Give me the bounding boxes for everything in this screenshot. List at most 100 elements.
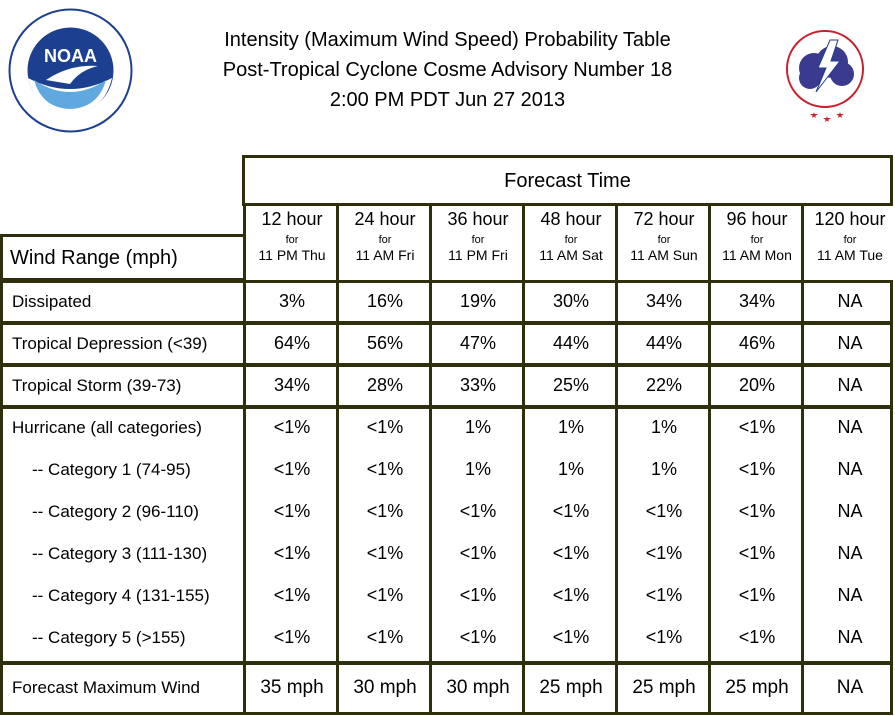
- row-label: Forecast Maximum Wind: [12, 678, 200, 697]
- table-cell: 1%: [557, 459, 584, 479]
- table-cell: NA: [837, 459, 863, 479]
- table-cell: 46%: [738, 333, 776, 353]
- table-cell: NA: [837, 417, 863, 437]
- table-cell: NA: [836, 677, 864, 698]
- title-line-1: Intensity (Maximum Wind Speed) Probabili…: [224, 29, 671, 51]
- row-label: -- Category 3 (111-130): [32, 544, 208, 563]
- table-cell: <1%: [552, 543, 590, 563]
- column-hours: 48 hour: [540, 209, 602, 229]
- table-cell: <1%: [738, 459, 776, 479]
- noaa-logo: NOAA: [8, 8, 133, 133]
- table-cell: <1%: [459, 543, 497, 563]
- table-cell: 3%: [278, 291, 305, 311]
- table-cell: <1%: [738, 417, 776, 437]
- column-for: for: [378, 234, 392, 246]
- table-cell: 30 mph: [446, 677, 510, 698]
- table-row: -- Category 1 (74-95) <1% <1% 1% 1% 1% <1% NA: [0, 450, 893, 492]
- table-cell: 44%: [645, 333, 683, 353]
- column-divider: [243, 205, 246, 714]
- table-cell: <1%: [738, 501, 776, 521]
- row-label: -- Category 5 (>155): [32, 628, 186, 647]
- column-for: for: [657, 234, 671, 246]
- column-for: for: [285, 234, 299, 246]
- nws-logo: [762, 6, 888, 132]
- column-header: 48 hour for 11 AM Sat: [525, 205, 617, 281]
- table-cell: 30%: [552, 291, 590, 311]
- table-cell: 1%: [464, 417, 491, 437]
- table-cell: <1%: [366, 585, 404, 605]
- column-header: 120 hour for 11 AM Tue: [804, 205, 895, 281]
- table-cell: 47%: [459, 333, 497, 353]
- column-divider: [708, 205, 711, 714]
- table-cell: <1%: [366, 543, 404, 563]
- column-for: for: [471, 234, 485, 246]
- table-cell: 25%: [552, 375, 590, 395]
- table-cell: <1%: [273, 585, 311, 605]
- table-cell: <1%: [273, 501, 311, 521]
- column-valid-time: 11 AM Tue: [817, 247, 883, 263]
- column-header: 96 hour for 11 AM Mon: [711, 205, 803, 281]
- row-label: -- Category 1 (74-95): [32, 460, 191, 479]
- column-for: for: [750, 234, 764, 246]
- row-label: Tropical Depression (<39): [12, 334, 208, 353]
- column-header: 24 hour for 11 AM Fri: [339, 205, 431, 281]
- table-cell: 25 mph: [725, 677, 789, 698]
- table-row: -- Category 3 (111-130) <1% <1% <1% <1% <1% <1…: [0, 534, 893, 576]
- column-for: for: [564, 234, 578, 246]
- column-header: 72 hour for 11 AM Sun: [618, 205, 710, 281]
- table-cell: <1%: [366, 459, 404, 479]
- column-hours: 96 hour: [726, 209, 788, 229]
- row-label: Tropical Storm (39-73): [12, 376, 182, 395]
- table-row: Forecast Maximum Wind 35 mph 30 mph 30 mph 2…: [0, 668, 893, 710]
- column-valid-time: 11 PM Fri: [448, 247, 508, 263]
- table-cell: <1%: [552, 585, 590, 605]
- table-cell: 1%: [650, 417, 677, 437]
- column-divider: [522, 205, 525, 714]
- column-header: 36 hour for 11 PM Fri: [432, 205, 524, 281]
- table-cell: <1%: [645, 501, 683, 521]
- svg-text:NOAA: NOAA: [44, 46, 97, 66]
- table-cell: <1%: [459, 627, 497, 647]
- table-cell: 33%: [459, 375, 497, 395]
- table-cell: <1%: [459, 501, 497, 521]
- table-cell: <1%: [645, 585, 683, 605]
- table-cell: <1%: [552, 627, 590, 647]
- table-cell: 20%: [738, 375, 776, 395]
- table-cell: NA: [837, 585, 863, 605]
- table-cell: <1%: [552, 501, 590, 521]
- column-hours: 36 hour: [447, 209, 509, 229]
- title-line-2: Post-Tropical Cyclone Cosme Advisory Num…: [222, 59, 673, 81]
- table-cell: <1%: [273, 459, 311, 479]
- table-row: Hurricane (all categories) <1% <1% 1% 1% 1% <1…: [0, 408, 893, 450]
- forecast-time-header-box: [242, 155, 893, 206]
- table-cell: 28%: [366, 375, 404, 395]
- table-cell: 1%: [557, 417, 584, 437]
- wind-range-label: Wind Range (mph): [10, 247, 178, 269]
- table-cell: 56%: [366, 333, 404, 353]
- table-row: Tropical Depression (<39) 64% 56% 47% 44% 44%…: [0, 324, 893, 366]
- column-for: for: [843, 234, 857, 246]
- table-cell: NA: [837, 543, 863, 563]
- column-divider: [801, 205, 804, 714]
- table-row: Tropical Storm (39-73) 34% 28% 33% 25% 22% 20%…: [0, 366, 893, 408]
- column-valid-time: 11 AM Fri: [355, 247, 415, 263]
- table-cell: 25 mph: [632, 677, 696, 698]
- row-label: Hurricane (all categories): [12, 418, 202, 437]
- table-cell: <1%: [738, 585, 776, 605]
- title-line-3: 2:00 PM PDT Jun 27 2013: [329, 89, 566, 111]
- table-row: -- Category 4 (131-155) <1% <1% <1% <1% <1% <1…: [0, 576, 893, 618]
- table-cell: <1%: [366, 417, 404, 437]
- table-cell: 1%: [650, 459, 677, 479]
- forecast-time-label: Forecast Time: [504, 170, 631, 192]
- column-header: 12 hour for 11 PM Thu: [246, 205, 338, 281]
- table-cell: 44%: [552, 333, 590, 353]
- row-label: -- Category 2 (96-110): [32, 502, 199, 521]
- table-row: -- Category 2 (96-110) <1% <1% <1% <1% <1% <1%…: [0, 492, 893, 534]
- column-valid-time: 11 AM Mon: [722, 247, 792, 263]
- table-cell: 22%: [645, 375, 683, 395]
- table-section: [0, 662, 893, 715]
- table-cell: <1%: [273, 417, 311, 437]
- column-valid-time: 11 AM Sat: [539, 247, 603, 263]
- row-label: -- Category 4 (131-155): [32, 586, 210, 605]
- column-hours: 72 hour: [633, 209, 695, 229]
